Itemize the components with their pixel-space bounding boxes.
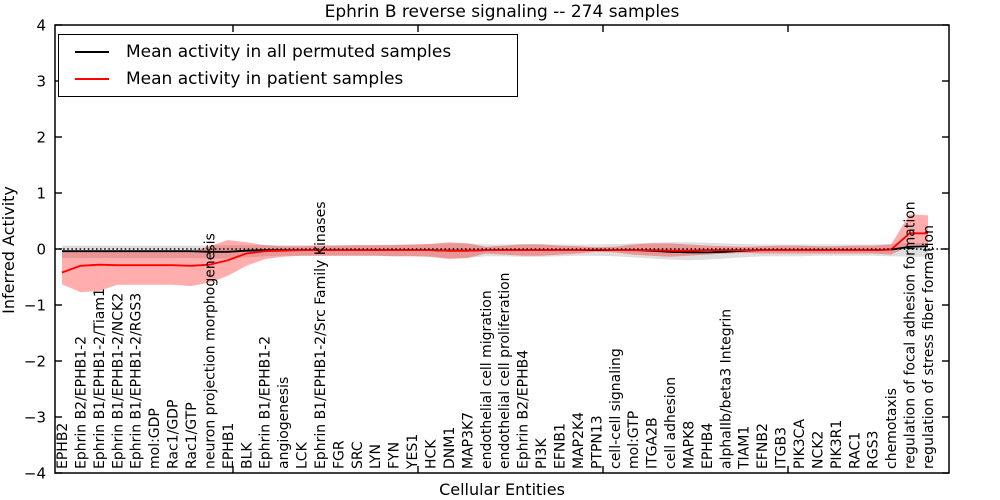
x-tick-label: Ephrin B1/EPHB1-2 — [258, 336, 274, 469]
x-tick-label: Ephrin B1/EPHB1-2/Tiam1 — [92, 288, 108, 469]
x-tick-label: Ephrin B2/EPHB4 — [516, 350, 532, 469]
y-tick-label: 3 — [36, 73, 46, 91]
chart-title: Ephrin B reverse signaling -- 274 sample… — [325, 2, 680, 22]
legend-line-sample-black — [75, 50, 109, 53]
patient-band — [62, 214, 928, 293]
x-tick-label: ITGA2B — [645, 417, 661, 469]
x-axis-label: Cellular Entities — [439, 480, 565, 499]
x-tick-label: Ephrin B1/EPHB1-2/RGS3 — [129, 293, 145, 469]
x-tick-label: Ephrin B1/EPHB1-2/NCK2 — [110, 293, 126, 469]
x-tick-label: Rac1/GTP — [184, 402, 200, 469]
x-tick-label: RAC1 — [847, 432, 863, 469]
x-tick-label: regulation of stress fiber formation — [921, 225, 937, 469]
legend-label-permuted: Mean activity in all permuted samples — [126, 41, 452, 62]
x-tick-label: neuron projection morphogenesis — [202, 233, 218, 469]
x-tick-label: PIK3R1 — [829, 420, 845, 469]
legend-label-patient: Mean activity in patient samples — [126, 69, 404, 90]
x-tick-label: Ephrin B1/EPHB1-2/Src Family Kinases — [313, 201, 329, 469]
x-tick-label: EPHB4 — [700, 423, 716, 469]
x-tick-label: EPHB2 — [55, 423, 71, 469]
x-tick-label: PI3K — [534, 438, 550, 469]
x-tick-label: NCK2 — [810, 431, 826, 469]
plot-area: EPHB2 Ephrin B2/EPHB1-2 Ephrin B1/EPHB1-2/… — [24, 17, 950, 483]
x-tick-label: mol:GTP — [626, 411, 642, 469]
legend-item-patient: Mean activity in patient samples — [59, 69, 517, 89]
x-tick-label: endothelial cell proliferation — [497, 272, 513, 469]
x-tick-label: ITGB3 — [774, 427, 790, 469]
x-tick-label: HCK — [424, 439, 440, 469]
permuted-band — [62, 242, 928, 261]
x-tick-label: cell-cell signaling — [608, 348, 624, 469]
x-tick-label: regulation of focal adhesion formation — [903, 201, 919, 469]
x-tick-label: RGS3 — [866, 431, 882, 469]
x-tick-label: EFNB2 — [755, 423, 771, 469]
x-tick-label: Rac1/GDP — [166, 400, 182, 469]
x-tick-label: LCK — [295, 441, 311, 469]
x-tick-label: mol:GDP — [147, 408, 163, 469]
legend: Mean activity in all permuted samples Me… — [58, 34, 518, 97]
x-tick-label: FGR — [331, 440, 347, 469]
x-tick-label: EFNB1 — [552, 423, 568, 469]
x-tick-label: TIAM1 — [737, 426, 753, 470]
x-tick-label: Ephrin B2/EPHB1-2 — [73, 336, 89, 469]
x-tick-label: YES1 — [405, 434, 421, 470]
y-tick-label: −4 — [24, 465, 46, 483]
legend-item-permuted: Mean activity in all permuted samples — [59, 42, 517, 62]
y-tick-label: 0 — [36, 241, 46, 259]
y-tick-label: −3 — [24, 409, 46, 427]
x-tick-label: BLK — [239, 442, 255, 469]
x-tick-label: SRC — [350, 441, 366, 469]
y-axis-label: Inferred Activity — [0, 186, 18, 314]
x-tick-label: PTPN13 — [589, 415, 605, 469]
y-tick-label: −2 — [24, 353, 46, 371]
x-tick-label: endothelial cell migration — [479, 290, 495, 469]
x-tick-label: angiogenesis — [276, 377, 292, 469]
y-tick-label: 2 — [36, 129, 46, 147]
x-tick-label: MAP3K7 — [460, 412, 476, 469]
x-tick-label: EPHB1 — [221, 423, 237, 469]
y-tick-label: −1 — [24, 297, 46, 315]
legend-line-sample-red — [75, 78, 109, 81]
patient-mean-line — [61, 232, 928, 274]
x-tick-label: cell adhesion — [663, 377, 679, 469]
x-tick-label: PIK3CA — [792, 419, 808, 469]
x-tick-label: alphaIIb/beta3 Integrin — [718, 309, 734, 469]
y-tick-label: 1 — [36, 185, 46, 203]
x-tick-label: DNM1 — [442, 427, 458, 469]
x-tick-label: LYN — [368, 444, 384, 469]
x-tick-label: MAP2K4 — [571, 412, 587, 469]
y-tick-label: 4 — [36, 17, 46, 35]
x-tick-label: FYN — [387, 442, 403, 469]
x-tick-label: MAPK8 — [681, 421, 697, 469]
x-tick-label: chemotaxis — [884, 388, 900, 469]
